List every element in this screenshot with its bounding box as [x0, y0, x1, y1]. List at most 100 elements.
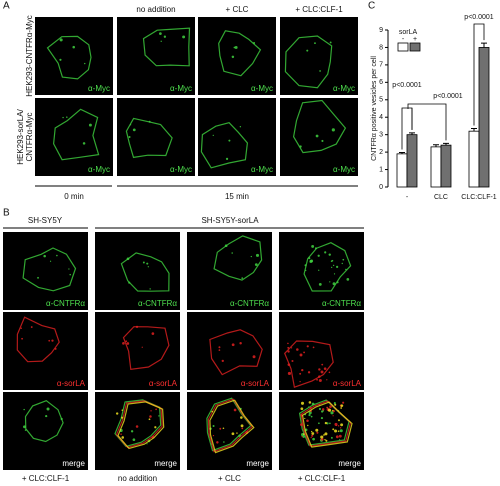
- micrograph: [187, 392, 272, 470]
- bar: [396, 153, 408, 188]
- vesicle: [287, 346, 290, 349]
- annotation: p<0.0001: [464, 14, 493, 21]
- image-label: α-Myc: [170, 165, 192, 174]
- column-label: + CLC:CLF-1: [298, 474, 346, 483]
- vesicle: [240, 416, 243, 419]
- vesicle: [37, 276, 39, 279]
- image-label: α-Myc: [251, 84, 273, 93]
- vesicle: [334, 422, 338, 426]
- error-bar: [399, 151, 405, 154]
- vesicle: [287, 363, 291, 366]
- vesicle: [23, 408, 25, 411]
- vesicle: [69, 273, 71, 276]
- vesicle: [231, 252, 233, 254]
- vesicle: [147, 266, 149, 268]
- vesicle: [321, 408, 325, 411]
- vesicle: [150, 410, 152, 412]
- time-label: 15 min: [225, 192, 249, 201]
- vesicle: [233, 408, 237, 412]
- bar: [468, 130, 480, 188]
- vesicle: [324, 432, 328, 436]
- column-label: + CLC:CLF-1: [22, 474, 70, 483]
- cell-outline: [218, 30, 262, 77]
- cell-outline: [283, 340, 334, 389]
- vesicle: [224, 244, 228, 248]
- vesicle: [46, 407, 50, 411]
- vesicle: [304, 417, 306, 420]
- micrograph: [3, 392, 88, 470]
- x-tick-label: CLC: [434, 194, 448, 201]
- vesicle: [231, 55, 235, 59]
- row-label: CNTFRα-Myc: [25, 112, 34, 161]
- vesicle: [240, 424, 244, 428]
- vesicle: [320, 437, 324, 441]
- vesicle: [130, 430, 134, 433]
- vesicle: [218, 349, 221, 351]
- vesicle: [342, 401, 345, 404]
- vesicle: [332, 415, 334, 417]
- vesicle: [225, 157, 229, 160]
- x-tick-label: CLC:CLF-1: [461, 194, 497, 201]
- y-tick-label: 2: [379, 149, 383, 156]
- cell-outline: [207, 398, 254, 453]
- image-label: α-sorLA: [57, 379, 86, 388]
- cell-outline: [122, 326, 170, 370]
- cell-outline: [117, 401, 165, 450]
- image-label: α-Myc: [333, 165, 355, 174]
- vesicle: [20, 327, 22, 330]
- vesicle: [154, 426, 157, 429]
- vesicle: [158, 415, 160, 417]
- vesicle: [163, 35, 167, 38]
- vesicle: [287, 350, 290, 353]
- legend-swatch: [409, 42, 421, 52]
- vesicle: [132, 438, 136, 442]
- vesicle: [68, 268, 70, 270]
- y-tick-label: 0: [379, 184, 383, 191]
- error-bar: [481, 42, 487, 48]
- cell-outline: [206, 397, 252, 452]
- vesicle: [236, 432, 238, 434]
- y-tick-label: 8: [379, 44, 383, 51]
- vesicle: [146, 443, 148, 445]
- vesicle: [254, 263, 258, 267]
- vesicle: [287, 371, 292, 375]
- vesicle: [300, 401, 305, 405]
- vesicle: [88, 123, 92, 127]
- vesicle: [23, 425, 26, 429]
- vesicle: [332, 428, 335, 431]
- vesicle: [299, 381, 301, 383]
- vesicle: [336, 281, 339, 284]
- cell-outline: [52, 108, 100, 161]
- vesicle: [318, 375, 321, 378]
- vesicle: [324, 438, 326, 441]
- vesicle: [339, 427, 342, 429]
- vesicle: [231, 343, 235, 347]
- vesicle: [299, 353, 303, 357]
- vesicle: [342, 258, 345, 261]
- y-tick-label: 3: [379, 132, 383, 139]
- vesicle: [309, 406, 312, 410]
- vesicle: [331, 409, 334, 412]
- vesicle: [329, 405, 332, 408]
- vesicle: [335, 435, 339, 439]
- legend-title: sorLA: [399, 29, 418, 36]
- vesicle: [159, 32, 162, 35]
- vesicle: [290, 347, 293, 349]
- vesicle: [337, 425, 340, 427]
- legend-label: -: [402, 36, 405, 43]
- vesicle: [241, 427, 244, 430]
- micrograph: [198, 17, 276, 95]
- image-label: α-sorLA: [149, 379, 178, 388]
- row-label: HEK293-sorLA/: [16, 108, 25, 164]
- bar: [430, 146, 442, 188]
- vesicle: [337, 430, 340, 433]
- vesicle: [84, 62, 86, 65]
- vesicle: [340, 423, 344, 427]
- cell-outline: [284, 35, 333, 89]
- annotation: p<0.0001: [433, 93, 462, 100]
- vesicle: [45, 414, 48, 418]
- vesicle: [315, 134, 319, 138]
- vesicle: [341, 262, 343, 265]
- error-bar: [409, 132, 415, 135]
